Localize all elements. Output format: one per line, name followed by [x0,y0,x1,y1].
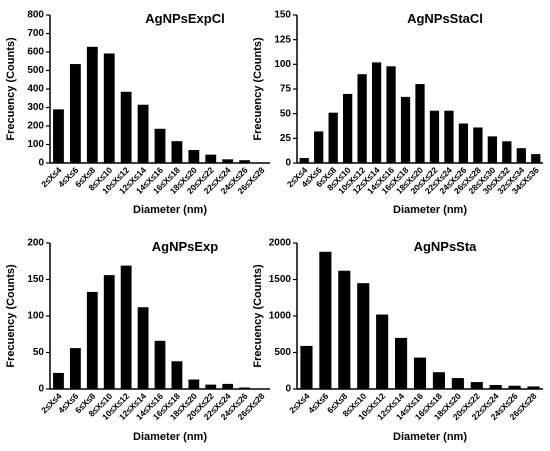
bar [357,74,367,163]
bar [171,361,183,389]
y-tick-label: 1000 [269,311,292,322]
bar [413,357,427,389]
x-axis-label: Diameter (nm) [133,431,207,443]
bar [376,314,389,389]
bar [239,160,251,163]
y-tick-label: 1500 [269,274,292,285]
y-tick-label: 50 [33,347,45,358]
bar [222,159,234,163]
bar [69,64,81,163]
bar [489,384,502,389]
x-axis-label: Diameter (nm) [393,431,467,443]
chart-title: AgNPsExp [152,239,219,254]
y-tick-label: 400 [27,84,44,95]
bar [429,110,440,163]
bar [137,104,149,163]
bar [432,372,445,389]
bar [319,251,332,389]
bar [458,123,469,163]
y-tick-label: 500 [27,65,44,76]
y-tick-label: 125 [274,34,291,45]
bar [451,378,464,389]
bar [502,141,512,163]
y-tick-label: 0 [38,158,44,169]
y-tick-label: 0 [38,384,44,395]
bar [395,337,408,389]
bar [205,384,217,389]
bar [86,46,98,163]
y-axis-label: Frecuency (Counts) [252,264,264,368]
bar [53,109,64,163]
bar [300,345,313,389]
bar [314,131,324,163]
bar [69,348,81,389]
bar [415,84,425,163]
x-tick-label: 4≤X≤6 [306,391,331,416]
bar [470,382,483,389]
bar [531,154,541,163]
chart-title: AgNPsStaCl [407,11,483,26]
bar [53,372,64,389]
chart-title: AgNPsExpCl [145,11,224,26]
y-tick-label: 150 [27,274,44,285]
bar [171,141,183,163]
y-tick-label: 300 [27,102,44,113]
y-tick-label: 50 [280,108,292,119]
x-axis-label: Diameter (nm) [393,204,467,216]
y-tick-label: 150 [274,10,291,21]
y-tick-label: 2000 [269,238,292,249]
bar [188,150,200,163]
bar [357,283,370,389]
y-tick-label: 100 [27,139,44,150]
y-tick-label: 75 [280,84,292,95]
bar [222,383,234,389]
y-tick-label: 600 [27,47,44,58]
bar [527,386,540,389]
x-axis-label: Diameter (nm) [133,204,207,216]
bar [103,53,115,164]
bar [86,291,98,389]
bar [516,148,526,163]
bar [328,112,338,163]
bar [508,385,521,389]
y-tick-label: 100 [27,311,44,322]
bar [371,62,382,163]
bar [188,379,200,389]
bar [154,340,166,389]
y-tick-label: 800 [27,10,44,21]
bar [137,307,149,389]
bar [473,127,483,163]
y-axis-label: Frecuency (Counts) [5,264,17,368]
y-tick-label: 0 [285,158,291,169]
y-tick-label: 500 [274,347,291,358]
y-axis-label: Frecuency (Counts) [252,37,264,141]
bar [120,91,132,163]
bar [487,136,497,163]
bar [299,158,309,163]
bar [400,96,411,163]
y-axis-label: Frecuency (Counts) [5,37,17,141]
y-tick-label: 100 [274,59,291,70]
bar [103,275,115,389]
y-tick-label: 0 [285,384,291,395]
bar [386,66,396,163]
bar [343,93,353,163]
bar [120,265,132,389]
y-tick-label: 200 [27,121,44,132]
bar [205,154,217,163]
y-tick-label: 700 [27,28,44,39]
bar [338,270,351,389]
bar [444,110,454,163]
chart-title: AgNPsSta [414,239,478,254]
y-tick-label: 200 [27,238,44,249]
y-tick-label: 25 [280,133,292,144]
bar [154,128,166,163]
